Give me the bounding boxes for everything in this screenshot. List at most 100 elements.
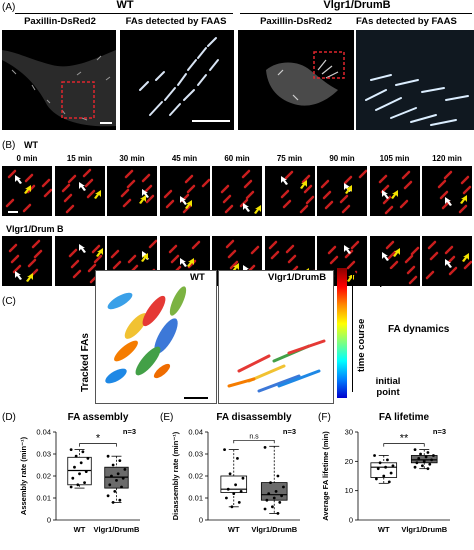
data-point	[269, 481, 272, 484]
n-label: n=3	[283, 427, 296, 436]
time-label: 30 min	[119, 154, 145, 163]
tracked-fas-wt	[105, 286, 208, 399]
data-point	[121, 476, 125, 480]
data-point	[230, 505, 234, 509]
data-point	[386, 458, 389, 462]
time-label: 0 min	[16, 154, 38, 163]
micrograph-wt-paxillin	[2, 30, 116, 130]
data-point	[426, 451, 430, 454]
data-point	[389, 471, 393, 475]
y-tick-label: 0	[199, 516, 203, 525]
panel-label: (E)	[160, 412, 173, 423]
data-point	[417, 457, 421, 460]
y-tick-label: 0.01	[188, 494, 203, 503]
time-frame	[107, 166, 157, 216]
fa-detection-image	[356, 30, 474, 130]
data-point	[241, 476, 245, 480]
data-point	[271, 505, 274, 509]
colorbar-axis-label: time course	[356, 318, 367, 372]
data-point	[415, 461, 419, 465]
point-label: point	[379, 277, 403, 288]
time-frame	[54, 166, 105, 216]
data-point	[375, 477, 378, 481]
time-frame	[212, 166, 262, 216]
data-point	[226, 487, 230, 491]
data-point	[424, 455, 428, 459]
image-title-1: Paxillin-DsRed2	[24, 16, 96, 27]
y-tick-label: 0.03	[188, 450, 203, 459]
y-tick-label: 20	[345, 457, 353, 466]
significance-bracket	[79, 443, 117, 447]
micrograph-mut-paxillin	[238, 30, 354, 130]
data-point	[387, 480, 391, 484]
image-title-2: FAs detected by FAAS	[125, 16, 227, 27]
significance-marker: *	[96, 433, 101, 445]
fa-detection-image	[139, 37, 230, 122]
roi-box	[313, 51, 345, 79]
data-point	[83, 481, 86, 484]
data-point	[378, 461, 382, 465]
data-point	[282, 485, 285, 489]
n-label: n=3	[123, 427, 136, 436]
data-point	[118, 459, 122, 462]
data-point	[113, 490, 117, 493]
data-point	[110, 474, 113, 478]
panel-b-label: (B)	[2, 140, 16, 151]
data-point	[108, 483, 112, 487]
data-point	[278, 501, 282, 504]
time-frame	[159, 166, 210, 216]
data-point	[116, 472, 120, 476]
x-tick-label: Vlgr1/DrumB	[94, 525, 140, 534]
scale-bar	[8, 211, 18, 213]
significance-bracket	[233, 439, 275, 444]
x-tick-label: WT	[74, 525, 86, 534]
group-label-mut: Vlgr1/DrumB	[323, 0, 391, 11]
y-tick-label: 0	[349, 516, 353, 525]
time-label: 120 min	[432, 154, 462, 163]
data-point	[73, 465, 76, 469]
data-point	[384, 465, 387, 469]
data-point	[228, 472, 232, 476]
panel-label: (F)	[318, 412, 331, 423]
group-underline-wt	[15, 13, 233, 14]
data-point	[382, 474, 386, 478]
data-point	[272, 496, 276, 500]
initial-point-label: initial point	[368, 376, 408, 398]
data-point	[111, 501, 115, 504]
data-point	[79, 461, 83, 465]
significance-marker: n.s	[249, 433, 259, 440]
data-point	[265, 498, 269, 502]
data-point	[373, 454, 376, 457]
data-point	[106, 454, 110, 458]
time-frame	[422, 236, 472, 286]
time-frame	[317, 166, 367, 216]
cell-image	[2, 50, 116, 127]
mut-image-label: Vlgr1/DrumB	[268, 272, 327, 283]
x-tick-label: WT	[228, 525, 240, 534]
time-frame	[2, 166, 52, 216]
wt-image-label: WT	[190, 272, 205, 283]
time-label: 15 min	[66, 154, 93, 163]
x-tick-label: Vlgr1/DrumB	[251, 525, 297, 534]
data-point	[274, 490, 278, 493]
y-tick-label: 0.04	[36, 428, 51, 437]
end-label: end	[382, 266, 400, 277]
image-title-4: FAs detected by FAAS	[356, 16, 457, 27]
micrograph-wt-faas	[120, 30, 234, 130]
data-point	[430, 458, 433, 462]
data-point	[234, 483, 238, 487]
row-label-mut: Vlgr1/Drum B	[6, 224, 64, 234]
tracked-image-mut	[218, 270, 334, 404]
data-point	[81, 450, 85, 454]
data-point	[69, 485, 73, 489]
data-point	[118, 498, 122, 502]
data-point	[422, 459, 426, 463]
data-point	[106, 494, 110, 498]
data-point	[428, 462, 432, 466]
cell-image	[266, 51, 345, 106]
time-frame	[264, 166, 315, 216]
y-tick-label: 0.03	[36, 450, 51, 459]
data-point	[276, 474, 280, 478]
data-point	[76, 483, 80, 487]
data-point	[263, 507, 267, 511]
